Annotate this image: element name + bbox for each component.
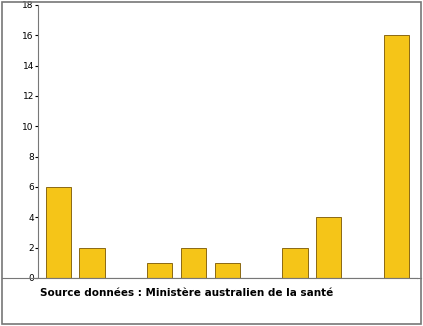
Text: Source données : Ministère australien de la santé: Source données : Ministère australien de… [40, 288, 333, 298]
Bar [282, 248, 308, 278]
Bar [80, 248, 105, 278]
Bar [181, 248, 206, 278]
Bar [384, 35, 409, 278]
Bar [147, 263, 173, 278]
Bar [316, 217, 341, 278]
Bar [46, 187, 71, 278]
Bar [215, 263, 240, 278]
